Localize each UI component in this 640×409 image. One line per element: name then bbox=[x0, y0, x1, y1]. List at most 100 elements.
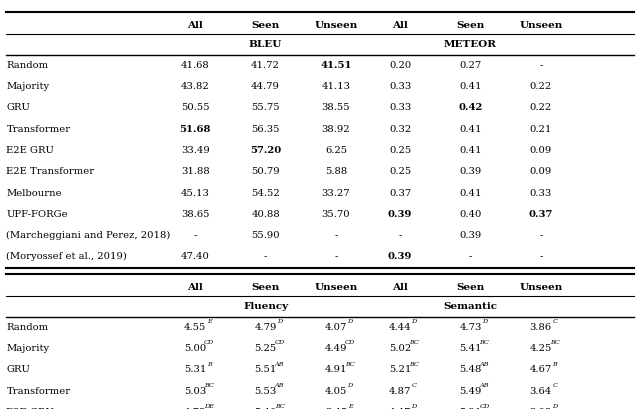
Text: Majority: Majority bbox=[6, 344, 49, 353]
Text: C: C bbox=[552, 319, 557, 324]
Text: 0.41: 0.41 bbox=[459, 82, 482, 91]
Text: 33.27: 33.27 bbox=[322, 189, 350, 198]
Text: AB: AB bbox=[275, 362, 284, 367]
Text: -: - bbox=[398, 231, 402, 240]
Text: 5.48: 5.48 bbox=[460, 366, 481, 375]
Text: CD: CD bbox=[275, 340, 285, 346]
Text: 4.47: 4.47 bbox=[388, 408, 412, 409]
Text: 55.75: 55.75 bbox=[252, 103, 280, 112]
Text: Seen: Seen bbox=[252, 283, 280, 292]
Text: 3.86: 3.86 bbox=[530, 323, 552, 332]
Text: 0.39: 0.39 bbox=[388, 252, 412, 261]
Text: Unseen: Unseen bbox=[314, 283, 358, 292]
Text: B: B bbox=[207, 362, 212, 367]
Text: CD: CD bbox=[204, 340, 214, 346]
Text: 0.39: 0.39 bbox=[460, 231, 481, 240]
Text: 51.68: 51.68 bbox=[179, 125, 211, 134]
Text: Fluency: Fluency bbox=[243, 302, 288, 311]
Text: E2E GRU: E2E GRU bbox=[6, 146, 54, 155]
Text: 0.32: 0.32 bbox=[389, 125, 411, 134]
Text: 0.22: 0.22 bbox=[530, 103, 552, 112]
Text: 55.90: 55.90 bbox=[252, 231, 280, 240]
Text: CD: CD bbox=[345, 340, 355, 346]
Text: 3.64: 3.64 bbox=[530, 387, 552, 396]
Text: 0.27: 0.27 bbox=[460, 61, 481, 70]
Text: 0.41: 0.41 bbox=[459, 189, 482, 198]
Text: D: D bbox=[412, 404, 417, 409]
Text: 0.22: 0.22 bbox=[530, 82, 552, 91]
Text: BC: BC bbox=[409, 362, 419, 367]
Text: 5.03: 5.03 bbox=[184, 387, 206, 396]
Text: 35.70: 35.70 bbox=[322, 210, 350, 219]
Text: 4.73: 4.73 bbox=[460, 323, 481, 332]
Text: UPF-FORGe: UPF-FORGe bbox=[6, 210, 68, 219]
Text: AB: AB bbox=[480, 362, 489, 367]
Text: Majority: Majority bbox=[6, 82, 49, 91]
Text: GRU: GRU bbox=[6, 103, 30, 112]
Text: 3.45: 3.45 bbox=[325, 408, 347, 409]
Text: Random: Random bbox=[6, 61, 49, 70]
Text: 0.25: 0.25 bbox=[389, 167, 411, 176]
Text: AB: AB bbox=[275, 383, 284, 388]
Text: D: D bbox=[277, 319, 282, 324]
Text: 4.49: 4.49 bbox=[324, 344, 348, 353]
Text: 5.51: 5.51 bbox=[255, 366, 276, 375]
Text: Seen: Seen bbox=[456, 20, 484, 29]
Text: D: D bbox=[348, 319, 353, 324]
Text: -: - bbox=[539, 231, 543, 240]
Text: Unseen: Unseen bbox=[314, 20, 358, 29]
Text: 44.79: 44.79 bbox=[251, 82, 280, 91]
Text: Transformer: Transformer bbox=[6, 125, 70, 134]
Text: 38.65: 38.65 bbox=[181, 210, 209, 219]
Text: BC: BC bbox=[275, 404, 285, 409]
Text: -: - bbox=[334, 252, 338, 261]
Text: (Marcheggiani and Perez, 2018): (Marcheggiani and Perez, 2018) bbox=[6, 231, 171, 240]
Text: 0.42: 0.42 bbox=[458, 103, 483, 112]
Text: 4.87: 4.87 bbox=[389, 387, 411, 396]
Text: C: C bbox=[412, 383, 417, 388]
Text: 41.68: 41.68 bbox=[181, 61, 209, 70]
Text: 41.13: 41.13 bbox=[321, 82, 351, 91]
Text: 4.55: 4.55 bbox=[184, 323, 206, 332]
Text: D: D bbox=[412, 319, 417, 324]
Text: All: All bbox=[392, 283, 408, 292]
Text: -: - bbox=[539, 61, 543, 70]
Text: 5.88: 5.88 bbox=[325, 167, 347, 176]
Text: 0.21: 0.21 bbox=[530, 125, 552, 134]
Text: -: - bbox=[468, 252, 472, 261]
Text: 43.82: 43.82 bbox=[181, 82, 209, 91]
Text: 47.40: 47.40 bbox=[180, 252, 210, 261]
Text: 38.55: 38.55 bbox=[322, 103, 350, 112]
Text: D: D bbox=[482, 319, 487, 324]
Text: 41.72: 41.72 bbox=[251, 61, 280, 70]
Text: Unseen: Unseen bbox=[519, 20, 563, 29]
Text: E2E Transformer: E2E Transformer bbox=[6, 167, 95, 176]
Text: Seen: Seen bbox=[252, 20, 280, 29]
Text: 0.39: 0.39 bbox=[388, 210, 412, 219]
Text: 4.73: 4.73 bbox=[184, 408, 206, 409]
Text: BC: BC bbox=[409, 340, 419, 346]
Text: -: - bbox=[264, 252, 268, 261]
Text: 6.25: 6.25 bbox=[325, 146, 347, 155]
Text: 5.02: 5.02 bbox=[389, 344, 411, 353]
Text: 0.20: 0.20 bbox=[389, 61, 411, 70]
Text: 0.33: 0.33 bbox=[530, 189, 552, 198]
Text: All: All bbox=[392, 20, 408, 29]
Text: BC: BC bbox=[204, 383, 214, 388]
Text: 4.25: 4.25 bbox=[530, 344, 552, 353]
Text: 0.40: 0.40 bbox=[460, 210, 481, 219]
Text: 45.13: 45.13 bbox=[180, 189, 210, 198]
Text: 0.09: 0.09 bbox=[530, 146, 552, 155]
Text: 5.49: 5.49 bbox=[460, 387, 481, 396]
Text: 5.21: 5.21 bbox=[389, 366, 411, 375]
Text: 5.40: 5.40 bbox=[255, 408, 276, 409]
Text: AB: AB bbox=[480, 383, 489, 388]
Text: 0.41: 0.41 bbox=[459, 146, 482, 155]
Text: 4.07: 4.07 bbox=[325, 323, 347, 332]
Text: BC: BC bbox=[479, 340, 490, 346]
Text: All: All bbox=[188, 283, 203, 292]
Text: 31.88: 31.88 bbox=[181, 167, 209, 176]
Text: 5.25: 5.25 bbox=[255, 344, 276, 353]
Text: 5.31: 5.31 bbox=[184, 366, 206, 375]
Text: 57.20: 57.20 bbox=[250, 146, 281, 155]
